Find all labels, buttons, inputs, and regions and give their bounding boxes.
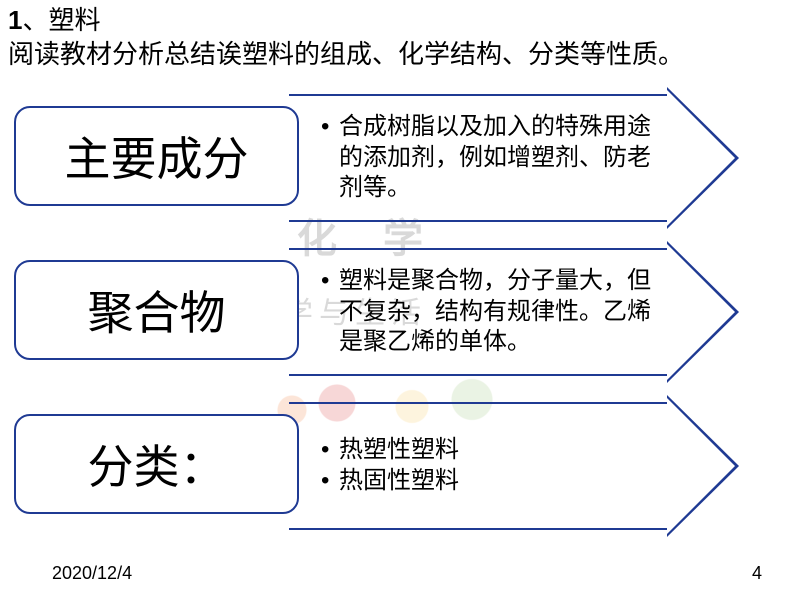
row-description: 塑料是聚合物，分子量大，但不复杂，结构有规律性。乙烯是聚乙烯的单体。 xyxy=(289,266,669,358)
row-label-box: 主要成分 xyxy=(14,106,299,206)
arrow-body: 塑料是聚合物，分子量大，但不复杂，结构有规律性。乙烯是聚乙烯的单体。 xyxy=(289,248,669,376)
row-label: 分类： xyxy=(88,431,226,497)
desc-line: 热固性塑料 xyxy=(321,466,661,497)
desc-line: 塑料是聚合物，分子量大，但不复杂，结构有规律性。乙烯是聚乙烯的单体。 xyxy=(321,266,661,358)
row-label-box: 聚合物 xyxy=(14,260,299,360)
header-topic: 塑料 xyxy=(48,6,100,35)
desc-line: 热塑性塑料 xyxy=(321,435,661,466)
header-number: 1 xyxy=(8,5,22,35)
footer-date: 2020/12/4 xyxy=(52,563,132,584)
row-label-box: 分类： xyxy=(14,414,299,514)
row-description: 热塑性塑料 热固性塑料 xyxy=(289,435,669,496)
diagram-row: 合成树脂以及加入的特殊用途的添加剂，例如增塑剂、防老剂等。 主要成分 xyxy=(14,88,744,228)
header-sep: 、 xyxy=(22,6,48,35)
diagram-row: 塑料是聚合物，分子量大，但不复杂，结构有规律性。乙烯是聚乙烯的单体。 聚合物 xyxy=(14,242,744,382)
row-label: 聚合物 xyxy=(88,277,226,343)
smartart-diagram: 合成树脂以及加入的特殊用途的添加剂，例如增塑剂、防老剂等。 主要成分 塑料是聚合… xyxy=(14,88,744,550)
slide-header: 1、塑料 阅读教材分析总结诶塑料的组成、化学结构、分类等性质。 xyxy=(8,4,786,72)
row-description: 合成树脂以及加入的特殊用途的添加剂，例如增塑剂、防老剂等。 xyxy=(289,112,669,204)
footer-page: 4 xyxy=(752,563,762,584)
arrow-body: 合成树脂以及加入的特殊用途的添加剂，例如增塑剂、防老剂等。 xyxy=(289,94,669,222)
header-subtitle: 阅读教材分析总结诶塑料的组成、化学结构、分类等性质。 xyxy=(8,40,684,69)
diagram-row: 热塑性塑料 热固性塑料 分类： xyxy=(14,396,744,536)
row-label: 主要成分 xyxy=(65,123,249,189)
desc-line: 合成树脂以及加入的特殊用途的添加剂，例如增塑剂、防老剂等。 xyxy=(321,112,661,204)
arrow-body: 热塑性塑料 热固性塑料 xyxy=(289,402,669,530)
